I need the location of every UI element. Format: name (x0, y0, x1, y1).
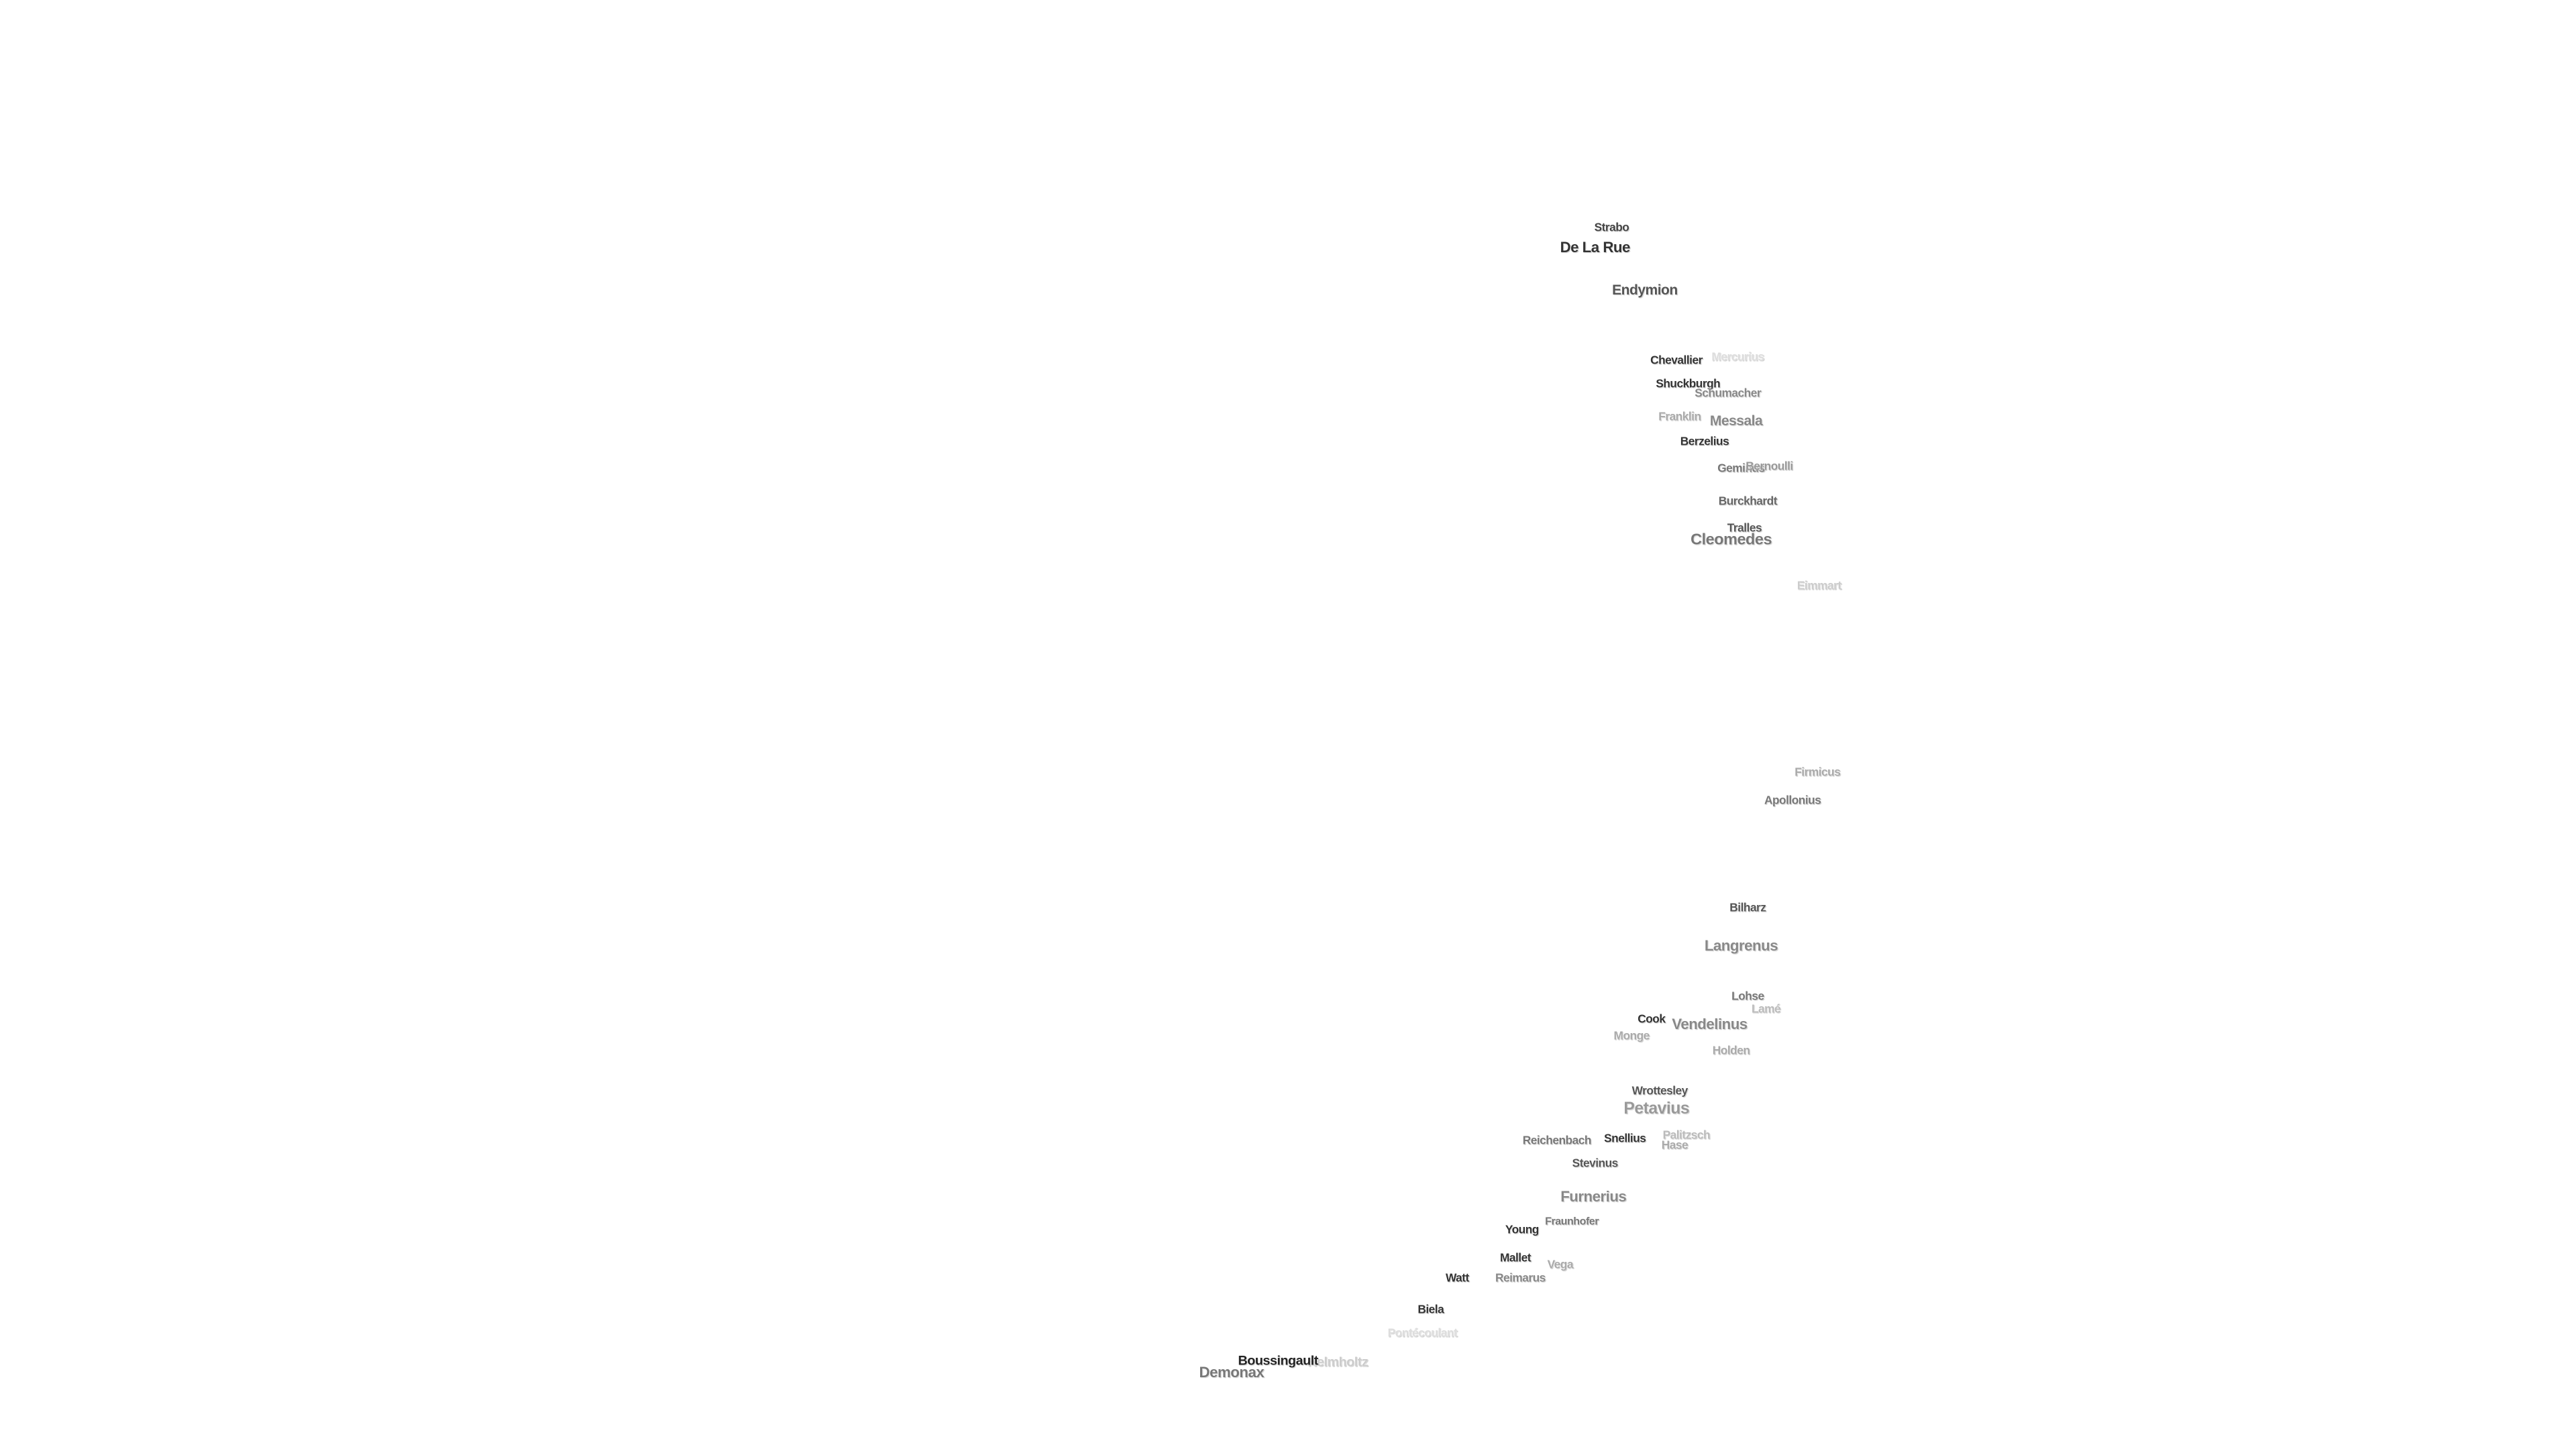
crater-label: Cook (1638, 1012, 1666, 1026)
crater-label: Strabo (1594, 220, 1629, 234)
crater-label: Eimmart (1796, 578, 1841, 592)
crater-label: Chevallier (1650, 353, 1703, 367)
crater-label: Mercurius (1711, 350, 1764, 364)
crater-label: Palitzsch (1662, 1128, 1711, 1142)
crater-label: Cleomedes (1690, 530, 1772, 548)
crater-label: Schumacher (1695, 386, 1762, 400)
crater-label: Hase (1661, 1138, 1688, 1152)
crater-label: Tralles (1727, 521, 1762, 535)
crater-label: Lamé (1751, 1002, 1781, 1016)
crater-label: Vendelinus (1672, 1015, 1748, 1032)
crater-label: Burckhardt (1718, 494, 1778, 508)
crater-label: Young (1505, 1222, 1540, 1236)
crater-label: De La Rue (1560, 238, 1631, 256)
crater-label: Franklin (1658, 409, 1701, 423)
crater-label: Petavius (1623, 1099, 1690, 1118)
crater-label: Holden (1712, 1043, 1750, 1057)
crater-label: Berzelius (1680, 434, 1729, 448)
crater-label: Watt (1445, 1271, 1469, 1285)
crater-label: Bernoulli (1746, 459, 1793, 473)
crater-label: Shuckburgh (1656, 376, 1721, 390)
crater-label: Helmholtz (1307, 1354, 1368, 1370)
crater-label: Reichenbach (1522, 1133, 1592, 1147)
crater-label: Bilharz (1729, 900, 1766, 914)
crater-label: Wrottesley (1631, 1083, 1688, 1097)
crater-label: Fraunhofer (1545, 1215, 1599, 1228)
crater-label: Stevinus (1572, 1156, 1619, 1170)
crater-label: Endymion (1612, 282, 1678, 298)
crater-label: Lohse (1731, 989, 1764, 1003)
crater-label: Reimarus (1495, 1271, 1546, 1285)
crater-label: Snellius (1604, 1131, 1646, 1145)
crater-label: Firmicus (1794, 765, 1841, 778)
crater-label: Biela (1417, 1302, 1444, 1316)
crater-label: Monge (1613, 1028, 1650, 1042)
crater-label: Boussingault (1238, 1353, 1318, 1368)
crater-label: Vega (1547, 1257, 1574, 1271)
crater-label: Pontécoulant (1387, 1326, 1458, 1340)
crater-label: Geminus (1717, 461, 1765, 475)
crater-label: Demonax (1199, 1364, 1265, 1381)
crater-label: Furnerius (1560, 1187, 1627, 1205)
crater-label: Mallet (1499, 1250, 1532, 1265)
crater-label: Apollonius (1764, 793, 1821, 807)
crater-label: Langrenus (1704, 937, 1778, 955)
crater-label: Messala (1709, 413, 1763, 429)
